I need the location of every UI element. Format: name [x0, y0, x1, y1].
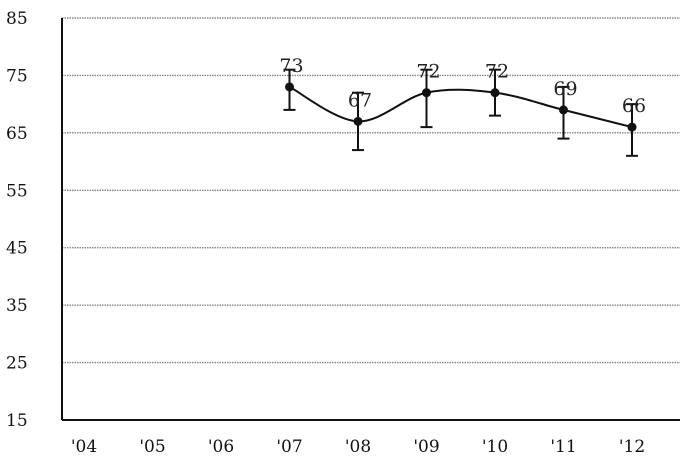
data-label: 69	[553, 78, 577, 100]
y-tick-labels: 85 75 65 55 45 35 25 15	[6, 9, 28, 431]
x-tick-label: '10	[482, 437, 508, 457]
data-label: 72	[416, 61, 440, 83]
x-tick-label: '05	[139, 437, 165, 457]
y-tick-label: 25	[6, 354, 28, 374]
data-point	[353, 116, 363, 126]
axes	[61, 18, 680, 421]
x-tick-label: '07	[276, 437, 302, 457]
x-tick-label: '08	[345, 437, 371, 457]
grid-lines	[62, 17, 680, 364]
y-tick-label: 85	[6, 9, 28, 29]
data-label: 66	[622, 95, 646, 117]
x-tick-label: '09	[413, 437, 439, 457]
series-line	[289, 86, 633, 129]
x-tick-labels: '04 '05 '06 '07 '08 '09 '10 '11 '12	[71, 437, 645, 457]
data-point	[559, 105, 568, 115]
error-bar	[420, 68, 433, 129]
data-points	[285, 82, 637, 132]
data-point	[285, 82, 294, 92]
data-label: 67	[348, 89, 372, 111]
data-label: 73	[279, 55, 303, 77]
data-label: 72	[485, 61, 509, 83]
y-tick-label: 65	[6, 124, 28, 144]
data-point	[490, 88, 500, 98]
y-tick-label: 55	[6, 181, 28, 201]
y-tick-label: 15	[6, 411, 28, 431]
x-tick-label: '04	[71, 437, 97, 457]
x-tick-label: '11	[550, 437, 576, 457]
x-tick-label: '06	[208, 437, 234, 457]
data-point	[627, 122, 637, 132]
y-tick-label: 75	[6, 66, 28, 86]
y-tick-label: 35	[6, 296, 28, 316]
y-tick-label: 45	[6, 239, 28, 259]
data-value-labels: 73 67 72 72 69 66	[279, 55, 646, 117]
error-bars	[283, 68, 638, 157]
data-point	[422, 88, 431, 98]
x-tick-label: '12	[619, 437, 645, 457]
